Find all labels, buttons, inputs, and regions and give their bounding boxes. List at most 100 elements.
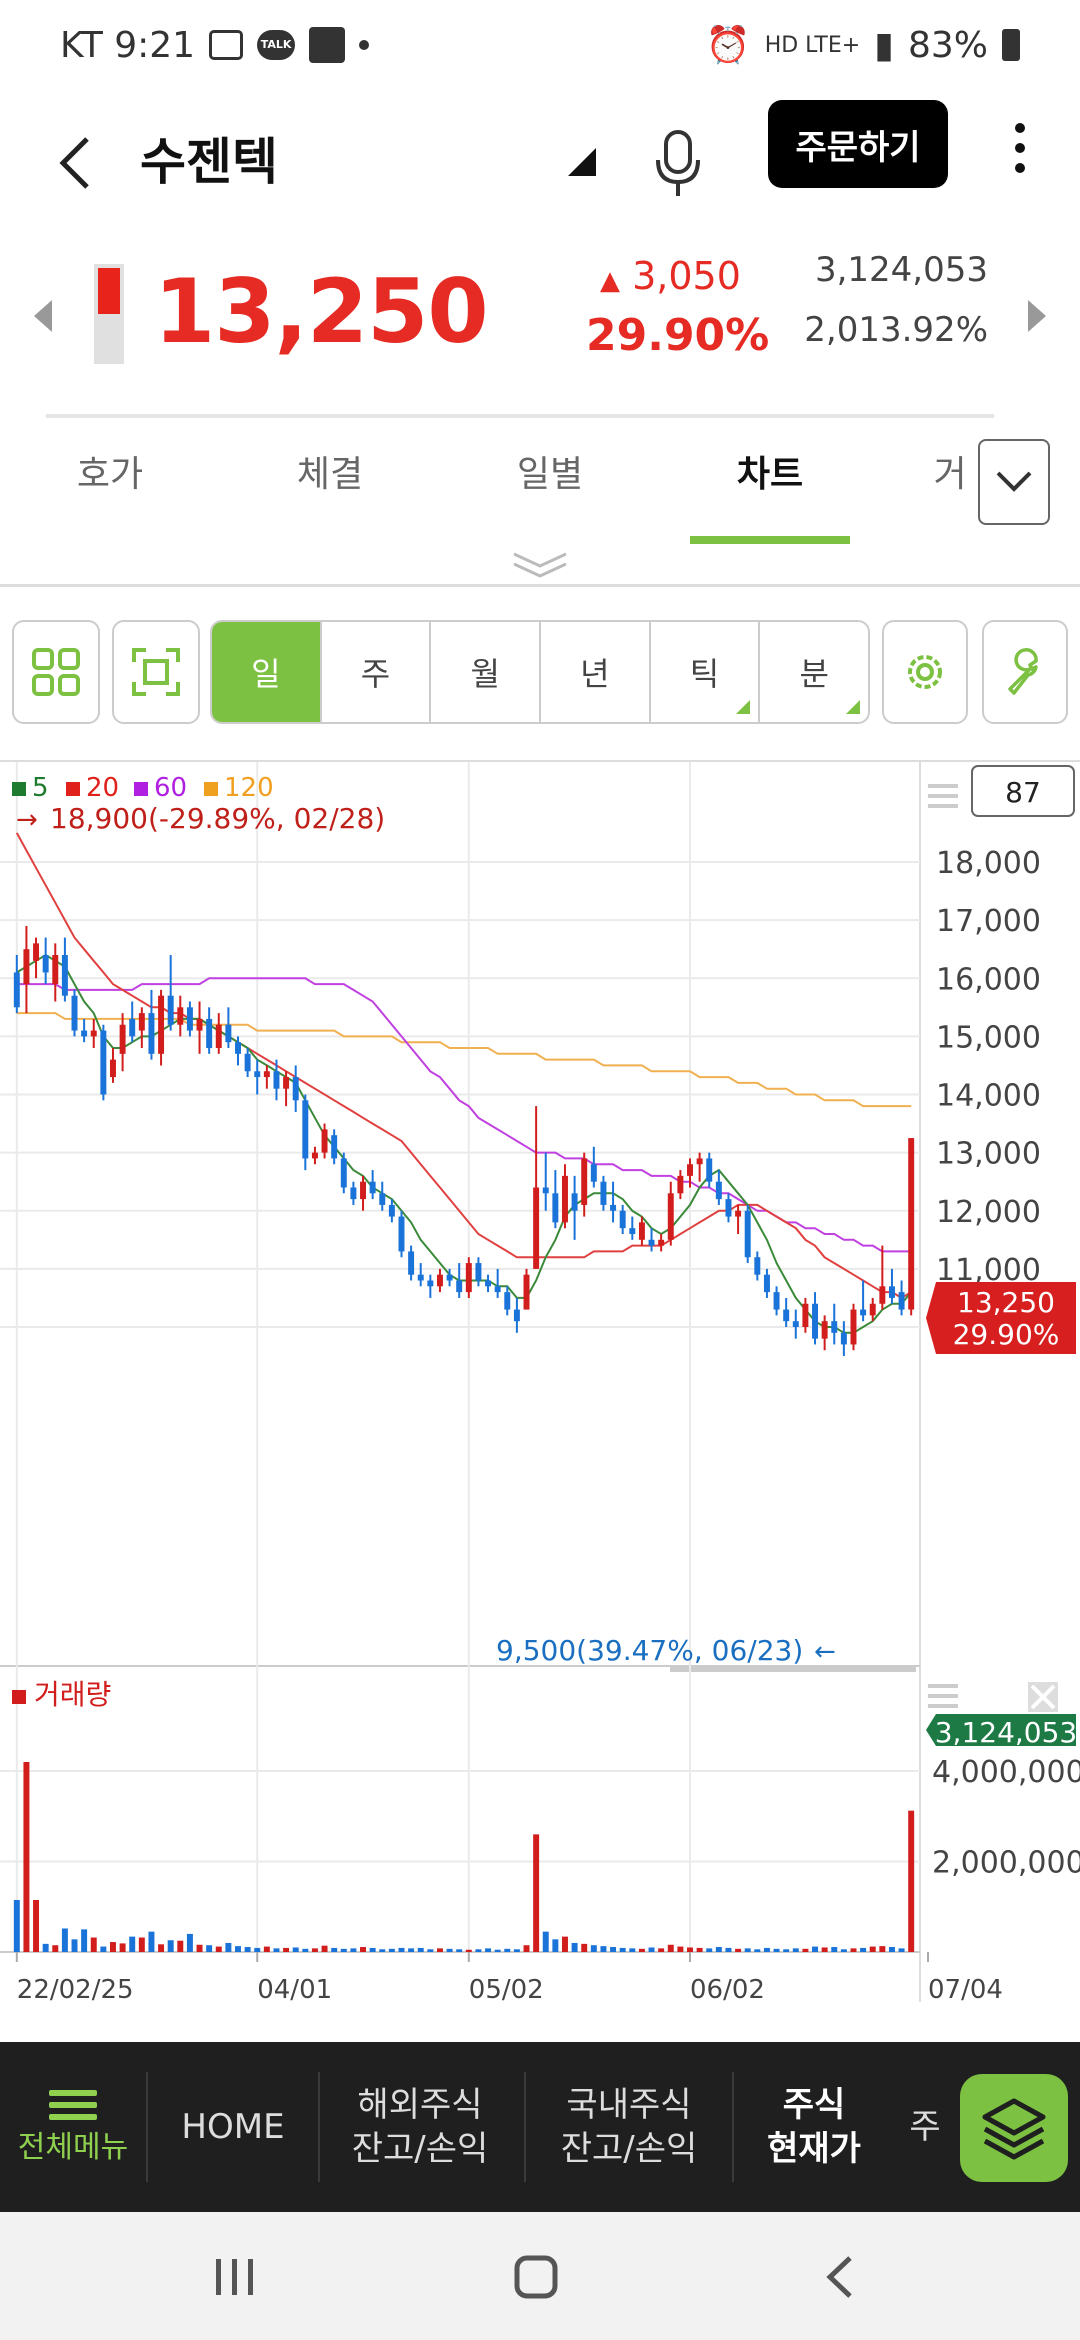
candle-body — [860, 1309, 867, 1316]
candle-body — [235, 1042, 241, 1054]
system-back-button[interactable] — [790, 2242, 890, 2312]
stock-name[interactable]: 수젠텍 — [140, 133, 278, 191]
nav-overseas-balance[interactable]: 해외주식 잔고/손익 — [320, 2042, 520, 2212]
volume-bar — [744, 1948, 751, 1952]
current-volume-tag — [926, 1714, 1076, 1746]
candle-body — [840, 1332, 847, 1345]
candle-body — [283, 1077, 290, 1089]
tabs-expand-button[interactable] — [978, 439, 1050, 525]
volume-legend-swatch — [12, 1690, 26, 1704]
volume-tick-label: 2,000,000 — [932, 1846, 1080, 1881]
current-price: 13,250 — [154, 260, 489, 363]
price-range-fill — [98, 268, 120, 314]
fullscreen-button[interactable] — [112, 620, 200, 724]
chart-tools-button[interactable] — [982, 620, 1068, 724]
candle-body — [648, 1239, 655, 1246]
period-year[interactable]: 년 — [541, 622, 651, 722]
candlestick-chart[interactable]: 18,000 17,000 16,000 15,000 14,000 13,000 12,0… — [0, 762, 1080, 2022]
wrench-icon — [1008, 648, 1038, 695]
period-tick[interactable]: 틱 — [651, 622, 761, 722]
visible-count-box[interactable] — [971, 765, 1075, 817]
ma60-line — [16, 977, 912, 1253]
candle-body — [302, 1100, 309, 1159]
visible-count[interactable]: 87 — [1005, 776, 1041, 809]
price-change-percent: 29.90% — [586, 310, 770, 361]
tab-hoga[interactable]: 호가 — [76, 454, 144, 495]
stock-select-caret-icon[interactable] — [568, 148, 596, 176]
volume-bar — [658, 1948, 665, 1952]
carrier-time: KT 9:21 — [60, 24, 196, 66]
chart-menu-icon[interactable] — [928, 784, 958, 808]
chevron-left-icon — [59, 137, 89, 189]
candle-body — [206, 1018, 213, 1048]
order-button[interactable]: 주문하기 — [768, 100, 948, 188]
chart-settings-button[interactable] — [882, 620, 968, 724]
layout-grid-button[interactable] — [12, 620, 100, 724]
volume-bar — [898, 1948, 905, 1952]
period-month[interactable]: 월 — [431, 622, 542, 722]
candle-body — [148, 1013, 155, 1054]
volume-bar — [888, 1947, 895, 1952]
layers-button[interactable] — [960, 2074, 1068, 2182]
volume-bar — [388, 1948, 395, 1952]
tab-daily[interactable]: 일별 — [516, 454, 584, 495]
date-tick-label: 04/01 — [257, 1975, 332, 2005]
volume-bar — [109, 1942, 116, 1952]
period-day[interactable]: 일 — [212, 622, 322, 722]
candle-body — [831, 1321, 838, 1333]
nav-home[interactable]: HOME — [148, 2042, 318, 2212]
nav-stock-quote[interactable]: 주식 현재가 — [734, 2042, 894, 2212]
voice-search-button[interactable] — [650, 110, 706, 210]
candle-body — [850, 1309, 857, 1345]
home-button[interactable] — [486, 2242, 586, 2312]
stock-chart[interactable]: 18,000 17,000 16,000 15,000 14,000 13,000 12,0… — [0, 760, 1080, 2020]
collapse-chevron-icon[interactable] — [510, 550, 570, 580]
volume-bar — [177, 1940, 184, 1952]
all-menu-button[interactable]: 전체메뉴 — [0, 2042, 146, 2212]
period-week[interactable]: 주 — [322, 622, 432, 722]
volume-bar — [561, 1936, 568, 1952]
volume-bar — [571, 1942, 578, 1952]
candle-body — [581, 1158, 588, 1205]
volume-bar — [427, 1949, 434, 1952]
tab-more[interactable]: 거 — [933, 454, 967, 495]
volume-bar — [840, 1949, 847, 1952]
dropdown-corner-icon — [846, 700, 861, 714]
candle-body — [350, 1187, 357, 1200]
candle-body — [773, 1292, 780, 1310]
low-annotation: 9,500(39.47%, 06/23) — [496, 1634, 803, 1667]
volume-bar — [263, 1946, 270, 1952]
next-stock-arrow-icon[interactable] — [1028, 300, 1046, 332]
volume-bar — [244, 1947, 251, 1952]
candle-body — [417, 1274, 424, 1281]
nav-domestic-balance[interactable]: 국내주식 잔고/손익 — [526, 2042, 732, 2212]
previous-stock-arrow-icon[interactable] — [34, 300, 52, 332]
volume-bar — [648, 1947, 655, 1952]
volume-bar — [715, 1947, 722, 1952]
tab-chart[interactable]: 차트 — [736, 454, 804, 495]
legend-swatch-120 — [204, 782, 218, 796]
candle-body — [388, 1204, 395, 1217]
candle-body — [109, 1059, 116, 1078]
volume-menu-icon[interactable] — [928, 1684, 958, 1708]
candle-body — [52, 955, 59, 985]
volume-close-icon[interactable] — [1028, 1682, 1058, 1712]
volume-bar — [254, 1947, 261, 1952]
volume-bar — [408, 1948, 415, 1952]
price-tick-label: 16,000 — [936, 962, 1041, 997]
more-options-button[interactable] — [1000, 108, 1040, 188]
candle-body — [100, 1030, 107, 1095]
volume-bar — [725, 1947, 732, 1952]
tab-trades[interactable]: 체결 — [296, 454, 364, 495]
legend-swatch-20 — [66, 782, 80, 796]
candles — [13, 925, 915, 1357]
volume-bar — [590, 1945, 597, 1952]
candle-body — [542, 1187, 549, 1194]
more-notifications-icon — [359, 40, 370, 50]
volume-bar — [812, 1946, 819, 1952]
nav-more[interactable]: 주 — [900, 2042, 950, 2212]
recent-apps-button[interactable] — [185, 2242, 285, 2312]
period-minute[interactable]: 분 — [760, 622, 868, 722]
back-button[interactable] — [40, 118, 110, 208]
period-month-label: 월 — [470, 655, 500, 693]
